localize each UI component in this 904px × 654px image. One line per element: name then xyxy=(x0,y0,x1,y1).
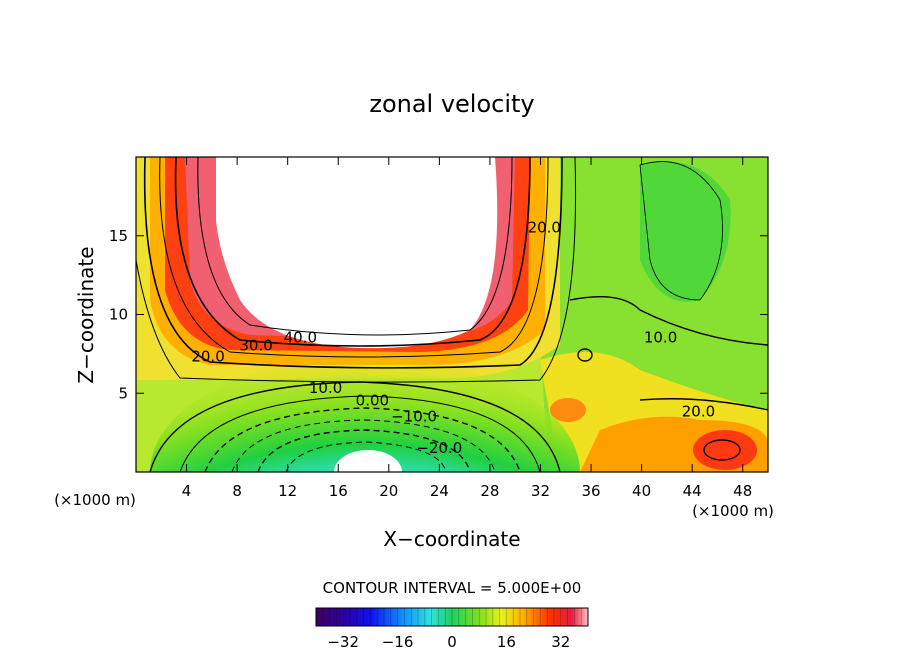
x-axis: 4 8 12 16 20 24 28 32 36 40 44 48 xyxy=(182,157,752,500)
y-tick-label: 15 xyxy=(109,227,128,245)
x-tick-label: 24 xyxy=(430,482,449,500)
contour-neg15 xyxy=(231,419,496,472)
contour-label: 20.0 xyxy=(528,218,561,236)
field-east-blob xyxy=(550,398,586,422)
chart-title: zonal velocity xyxy=(369,90,534,118)
colorbar-tick-label: 16 xyxy=(497,633,516,651)
contour-east-small xyxy=(577,348,593,362)
colorbar-tick-label: 32 xyxy=(551,633,570,651)
contour-10 xyxy=(136,157,577,383)
contour-east-max xyxy=(703,439,741,461)
y-axis-label: Z−coordinate xyxy=(74,246,98,383)
contour-neg5 xyxy=(179,395,541,472)
velocity-field xyxy=(136,157,768,472)
x-tick-label: 44 xyxy=(683,482,702,500)
field-lower-jet xyxy=(150,357,580,472)
contour-label: 20.0 xyxy=(191,348,224,366)
contour-20 xyxy=(143,157,563,369)
colorbar-gradient xyxy=(315,607,589,627)
x-tick-label: 36 xyxy=(581,482,600,500)
contour-label: −20.0 xyxy=(416,439,462,457)
field-jet-peak xyxy=(216,157,498,349)
contour-neg25 xyxy=(285,441,447,472)
contour-labels: 40.0 30.0 20.0 10.0 0.00−10.0 −20.0 20.0 10.0 20… xyxy=(191,218,715,457)
y-tick-label: 10 xyxy=(109,306,128,324)
x-unit-left: (×1000 m) xyxy=(54,491,136,509)
contour-interval-label: CONTOUR INTERVAL = 5.000E+00 xyxy=(323,579,582,597)
x-tick-label: 28 xyxy=(480,482,499,500)
contour-40 xyxy=(174,157,531,347)
contour-0 xyxy=(149,381,561,472)
x-tick-label: 32 xyxy=(531,482,550,500)
x-unit-right: (×1000 m) xyxy=(692,502,774,520)
colorbar-tick-label: −32 xyxy=(327,633,359,651)
y-tick-label: 5 xyxy=(118,384,128,402)
x-axis-label: X−coordinate xyxy=(383,527,520,551)
contour-label: 20.0 xyxy=(682,403,715,421)
contour-10-east xyxy=(569,295,768,346)
contour-neg10 xyxy=(204,407,521,472)
contour-east-core xyxy=(639,161,723,301)
colorbar: −32 −16 0 16 32 xyxy=(315,607,589,651)
x-tick-label: 12 xyxy=(278,482,297,500)
contour-neg20 xyxy=(257,429,471,472)
x-tick-label: 20 xyxy=(379,482,398,500)
contour-30 xyxy=(159,157,549,358)
contour-label: 30.0 xyxy=(239,337,272,355)
colorbar-tick-label: −16 xyxy=(382,633,414,651)
contour-label: 40.0 xyxy=(284,329,317,347)
x-tick-label: 48 xyxy=(733,482,752,500)
x-tick-label: 40 xyxy=(632,482,651,500)
contour-20-east xyxy=(639,398,768,411)
x-tick-label: 16 xyxy=(329,482,348,500)
contour-label: 10.0 xyxy=(309,379,342,397)
field-east-core xyxy=(640,161,731,302)
x-tick-label: 4 xyxy=(182,482,192,500)
contour-label: 10.0 xyxy=(644,329,677,347)
contour-label: −10.0 xyxy=(391,407,437,425)
x-tick-label: 8 xyxy=(232,482,242,500)
contour-lines xyxy=(136,157,768,472)
contour-label: 0.00 xyxy=(356,392,389,410)
field-lower-peak xyxy=(334,450,402,472)
contour-45 xyxy=(197,157,513,336)
y-axis: 5 10 15 xyxy=(109,227,768,402)
field-southeast-max xyxy=(693,430,757,470)
colorbar-tick-label: 0 xyxy=(447,633,457,651)
